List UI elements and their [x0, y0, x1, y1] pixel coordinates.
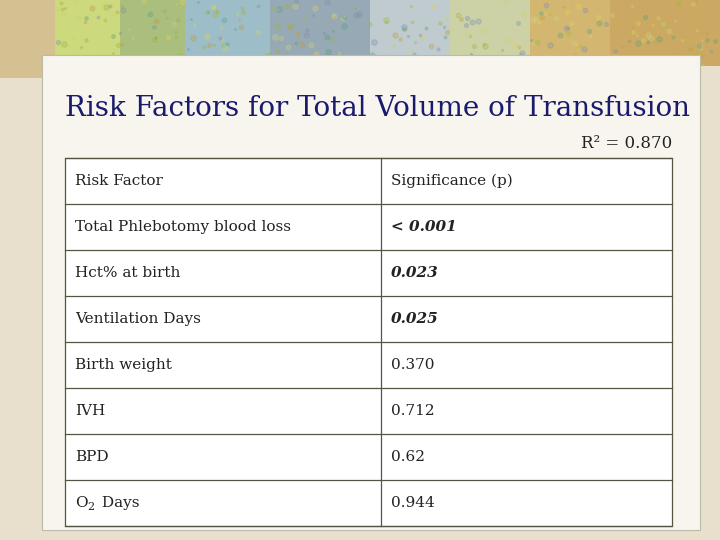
Bar	[450, 0, 530, 66]
Text: IVH: IVH	[75, 404, 105, 418]
Text: 0.712: 0.712	[391, 404, 434, 418]
Text: BPD: BPD	[75, 450, 109, 464]
Text: Hct% at birth: Hct% at birth	[75, 266, 181, 280]
Bar	[370, 0, 450, 66]
Text: 0.944: 0.944	[391, 496, 434, 510]
Text: Total Phlebotomy blood loss: Total Phlebotomy blood loss	[75, 220, 291, 234]
Text: R² = 0.870: R² = 0.870	[581, 135, 672, 152]
Text: 0.023: 0.023	[391, 266, 438, 280]
Text: Birth weight: Birth weight	[75, 358, 172, 372]
Bar	[530, 0, 610, 66]
Text: Significance (p): Significance (p)	[391, 174, 513, 188]
Text: < 0.001: < 0.001	[391, 220, 456, 234]
Text: 0.370: 0.370	[391, 358, 434, 372]
Text: Days: Days	[97, 496, 140, 510]
Bar	[42, 55, 700, 530]
Bar	[120, 0, 185, 66]
Bar	[610, 0, 720, 66]
Text: O: O	[75, 496, 88, 510]
Bar	[65, 158, 672, 526]
Bar	[185, 0, 270, 66]
Text: Ventilation Days: Ventilation Days	[75, 312, 201, 326]
Bar	[270, 0, 370, 66]
Text: 2: 2	[87, 502, 94, 512]
Text: Risk Factor: Risk Factor	[75, 174, 163, 188]
Text: 0.62: 0.62	[391, 450, 425, 464]
Text: Risk Factors for Total Volume of Transfusion: Risk Factors for Total Volume of Transfu…	[65, 95, 690, 122]
Bar	[55, 0, 120, 66]
Bar	[0, 0, 55, 78]
Text: 0.025: 0.025	[391, 312, 438, 326]
